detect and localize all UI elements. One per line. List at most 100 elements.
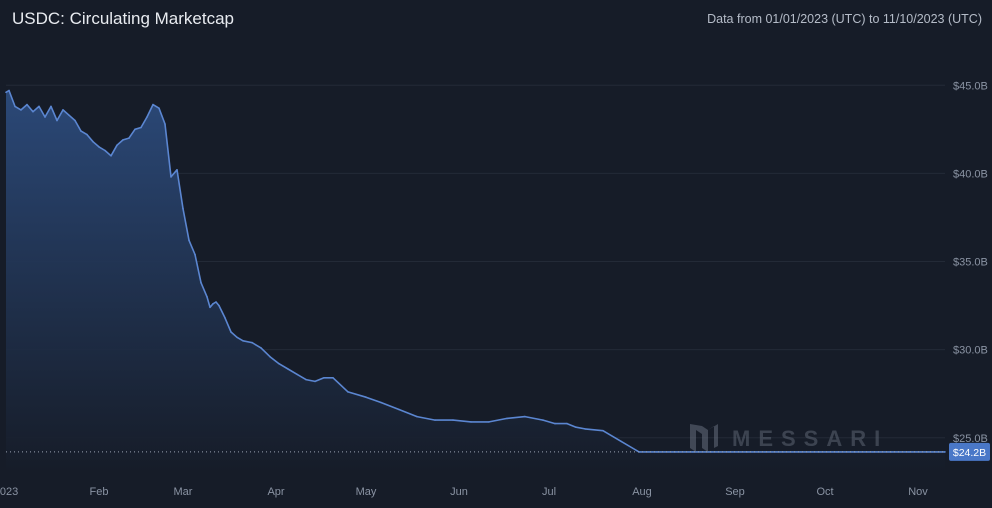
data-point [542,419,544,421]
data-point [434,419,436,421]
x-tick-label: Feb [90,486,109,498]
chart-title: USDC: Circulating Marketcap [12,9,235,28]
data-point [140,126,142,129]
data-point [152,103,154,106]
y-tick-label: $45.0B [953,80,988,92]
data-point [116,144,118,146]
x-tick-label: Nov [908,486,928,498]
data-point [380,401,382,404]
data-point [38,105,40,108]
data-point [398,408,400,411]
data-point [44,116,46,118]
data-point [98,146,100,148]
data-point [416,415,418,418]
data-point [32,110,34,113]
data-point [200,281,202,284]
y-tick-label: $35.0B [953,257,988,269]
data-point [944,451,946,453]
data-point [314,380,316,383]
data-point [488,421,490,423]
data-point [188,239,190,242]
data-point [566,422,568,425]
data-point [86,133,88,136]
x-tick-label: Oct [816,486,833,498]
data-point [215,301,217,303]
data-point [872,451,874,453]
data-point [56,119,58,122]
data-point [278,362,280,365]
data-point [575,426,577,429]
x-tick-label: May [356,486,377,498]
last-value-label: $24.2B [953,447,986,459]
data-point [74,119,76,122]
data-point [305,378,307,381]
data-point [260,347,262,349]
series-area [6,90,945,473]
data-point [5,91,7,94]
data-point [224,317,226,319]
y-tick-label: $30.0B [953,345,988,357]
data-point [14,105,16,108]
data-point [164,123,166,125]
data-point [602,429,604,432]
last-value-badge [949,442,990,461]
data-point [209,306,211,309]
data-point [146,116,148,118]
data-point [158,107,160,109]
data-point [506,417,508,420]
x-tick-label: Sep [725,486,745,498]
data-point [242,340,244,342]
data-point [728,451,730,453]
data-point [26,103,28,106]
data-point [194,253,196,256]
data-point [620,440,622,443]
x-tick-label: Jun [450,486,468,498]
data-point [908,451,910,453]
data-point [296,373,298,376]
data-point [20,109,22,111]
y-tick-label: $25.0B [953,433,988,445]
data-point [92,140,94,143]
data-point [524,415,526,418]
data-point [269,355,271,358]
data-point [80,130,82,132]
data-point [62,109,64,111]
data-point [287,368,289,370]
x-tick-label: Jul [542,486,556,498]
x-tick-label: Aug [632,486,652,498]
data-point [323,377,325,379]
data-point [104,149,106,152]
x-tick-label: Mar [174,486,193,498]
data-point [692,451,694,453]
data-point [8,89,10,92]
data-point [470,421,472,423]
data-point [230,331,232,333]
data-point [50,105,52,108]
x-tick-label: Apr [267,486,284,498]
data-point [212,303,214,305]
messari-logo-icon [690,424,718,452]
data-point [332,377,334,379]
y-tick-label: $40.0B [953,168,988,180]
date-range-label: Data from 01/01/2023 (UTC) to 11/10/2023… [707,12,982,26]
data-point [170,176,172,178]
x-tick-label: 2023 [0,486,18,498]
data-point [656,451,658,453]
data-point [452,419,454,421]
data-point [764,451,766,453]
data-point [110,155,112,157]
data-point [128,137,130,139]
data-point [134,128,136,131]
data-point [218,304,220,307]
data-point [206,296,208,298]
data-point [122,139,124,141]
data-point [182,207,184,210]
watermark-text: MESSARI [732,426,888,451]
data-point [251,341,253,344]
data-point [836,451,838,453]
data-point [800,451,802,453]
data-point [365,396,367,399]
data-point [176,169,178,171]
data-point [347,391,349,393]
